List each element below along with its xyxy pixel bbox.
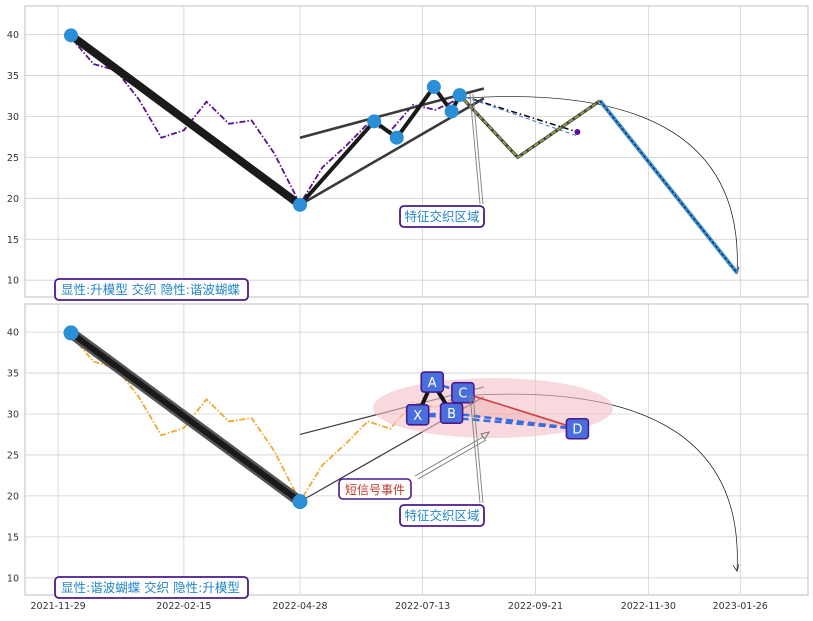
short-signal-box (338, 478, 412, 500)
y-tick-label: 25 (7, 153, 19, 164)
y-tick-label: 15 (7, 532, 19, 543)
harmonic-point-label: B (447, 407, 456, 422)
zigzag-green (459, 94, 601, 159)
x-tick-label: 2021-11-29 (30, 601, 85, 612)
x-tick-label: 2022-02-15 (156, 601, 211, 612)
x-tick-label: 2023-01-26 (713, 601, 768, 612)
x-tick-label: 2022-09-21 (508, 601, 563, 612)
harmonic-point-box (420, 371, 445, 393)
y-tick-label: 40 (7, 328, 19, 339)
pattern-caption-box (54, 278, 249, 301)
interleave-pointer (469, 394, 481, 504)
interleave-annotation-box (399, 205, 485, 228)
harmonic-bd-dashed (451, 411, 578, 431)
pattern-caption-box (54, 576, 249, 599)
interleave-region-ellipse (373, 378, 613, 438)
interleave-annotation-label: 特征交织区域 (404, 508, 479, 523)
interleave-annotation-label: 特征交织区域 (404, 209, 479, 224)
harmonic-point-label: X (413, 409, 422, 424)
x-tick-label: 2022-07-13 (395, 601, 450, 612)
y-tick-label: 35 (7, 71, 19, 82)
price-series-line (70, 37, 459, 206)
y-tick-label: 15 (7, 235, 19, 246)
pivot-dot (426, 79, 441, 94)
y-tick-label: 10 (7, 276, 19, 287)
plot-area (24, 5, 809, 298)
pivot-dot (293, 197, 307, 212)
arc-arrowhead (732, 564, 740, 573)
x-tick-label: 2022-11-30 (621, 601, 676, 612)
harmonic-point-box (439, 402, 464, 424)
pivot-dot (64, 28, 78, 43)
y-tick-label: 30 (7, 112, 19, 123)
x-axis: 2021-11-29 2022-02-15 2022-04-28 2022-07-13… (30, 601, 767, 612)
y-tick-label: 30 (7, 410, 19, 421)
forecast-arc (459, 96, 738, 274)
harmonic-point-label: D (572, 423, 582, 438)
interleave-pointer-2 (472, 93, 484, 205)
y-tick-label: 20 (7, 194, 19, 205)
pivot-dot (452, 88, 467, 103)
x-tick-label: 2022-04-28 (272, 601, 327, 612)
y-tick-label: 25 (7, 450, 19, 461)
harmonic-point-box (451, 381, 475, 404)
pattern-down-leg (68, 329, 303, 505)
pivot-dot (389, 130, 404, 145)
target-dot (574, 128, 581, 135)
plot-area (24, 303, 809, 596)
harmonic-point-box (565, 417, 590, 440)
pattern-caption: 显性:谐波蝴蝶 交织 隐性:升模型 (61, 580, 240, 595)
y-tick-label: 10 (7, 573, 19, 584)
pattern-caption: 显性:升模型 交织 隐性:谐波蝴蝶 (61, 282, 240, 297)
y-tick-label: 35 (7, 369, 19, 380)
interleave-annotation-box (399, 504, 485, 527)
interleave-pointer-2 (472, 394, 484, 504)
harmonic-point-label: A (428, 376, 437, 391)
pivot-dot (63, 325, 79, 341)
pivot-dot (444, 104, 459, 119)
forecast-blue-center (599, 100, 738, 274)
pivot-dot (292, 494, 308, 510)
short-signal-arrow (414, 431, 491, 477)
harmonic-point-box (405, 404, 430, 426)
y-tick-label: 40 (7, 30, 19, 41)
y-tick-label: 20 (7, 491, 19, 502)
interleave-pointer (469, 93, 481, 205)
pattern-down-leg (67, 31, 304, 209)
harmonic-point-label: C (458, 387, 467, 402)
short-signal-label: 短信号事件 (345, 483, 405, 497)
pivot-dot (367, 114, 382, 129)
